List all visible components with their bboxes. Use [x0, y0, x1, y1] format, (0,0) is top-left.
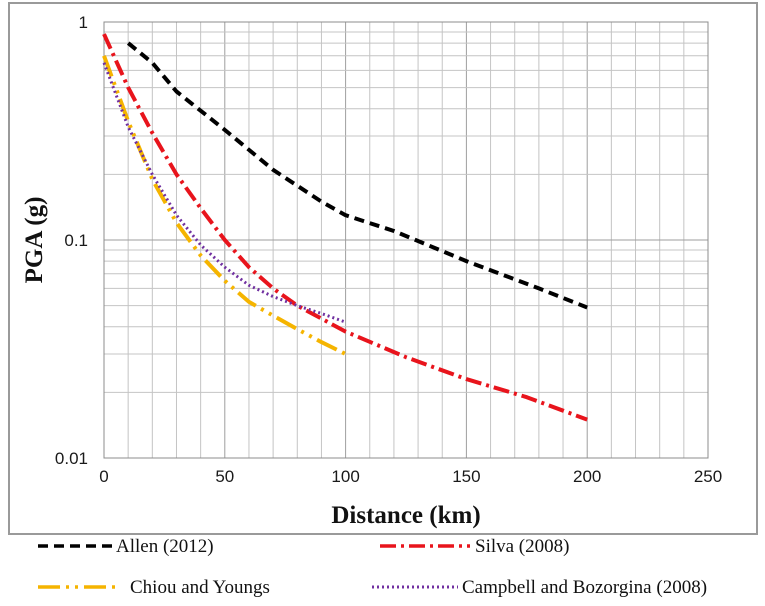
- chart-frame: [8, 2, 758, 535]
- x-axis-title: Distance (km): [331, 502, 480, 529]
- y-axis-title: PGA (g): [21, 197, 48, 284]
- y-tick-label: 0.1: [64, 231, 88, 250]
- x-tick-label: 0: [99, 467, 108, 486]
- plot-area-border: [103, 21, 709, 459]
- y-tick-label: 1: [79, 13, 88, 32]
- series-line-silva-2008: [102, 33, 588, 422]
- legend-label-campbell-and-bozorgina-2008: Campbell and Bozorgina (2008): [462, 577, 707, 598]
- x-tick-label: 50: [215, 467, 234, 486]
- x-tick-label: 100: [331, 467, 359, 486]
- series-line-allen-2012: [126, 41, 588, 310]
- x-tick-label: 150: [452, 467, 480, 486]
- legend-label-chiou-and-youngs: Chiou and Youngs: [130, 577, 270, 598]
- y-tick-label: 0.01: [55, 449, 88, 468]
- legend-label-allen-2012: Allen (2012): [116, 536, 214, 557]
- legend-label-silva-2008: Silva (2008): [475, 536, 569, 557]
- series-line-campbell-and-bozorgina-2008: [102, 62, 347, 324]
- x-tick-label: 250: [694, 467, 722, 486]
- x-tick-label: 200: [573, 467, 601, 486]
